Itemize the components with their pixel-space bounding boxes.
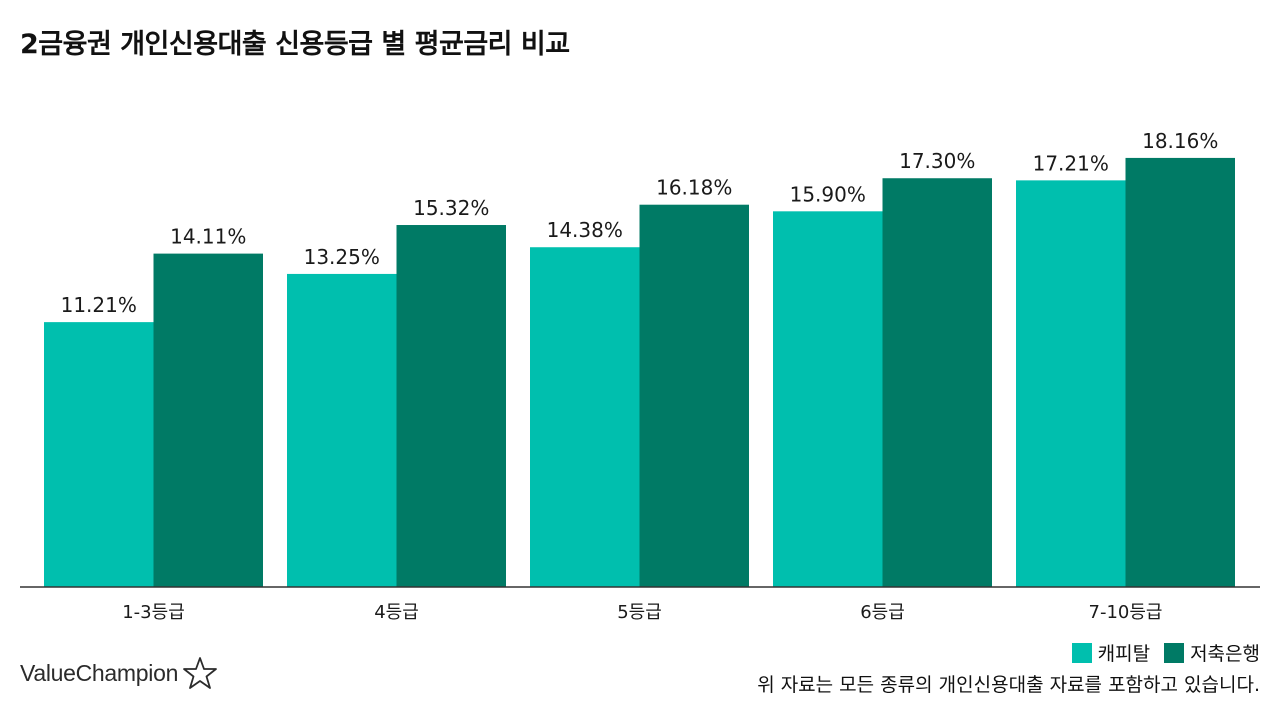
data-label-savings-bank-1: 14.11% [170, 225, 246, 249]
data-label-savings-bank-2: 15.32% [413, 196, 489, 220]
data-label-capital-3: 14.38% [547, 218, 623, 242]
star-outline-icon [183, 657, 217, 689]
x-tick-label-3: 5등급 [617, 602, 662, 623]
x-tick-label-5: 7-10등급 [1089, 602, 1163, 623]
bar-savings-bank-2 [396, 225, 506, 588]
bar-capital-5 [1016, 180, 1126, 588]
bar-savings-bank-3 [639, 204, 749, 587]
data-label-savings-bank-5: 18.16% [1142, 129, 1218, 153]
data-label-capital-1: 11.21% [61, 293, 137, 317]
bar-savings-bank-5 [1125, 157, 1235, 587]
data-label-capital-5: 17.21% [1033, 151, 1109, 175]
bar-capital-2 [287, 273, 397, 587]
legend: 캐피탈 저축은행 [1071, 639, 1260, 666]
bar-savings-bank-4 [882, 178, 992, 587]
chart-title: 2금융권 개인신용대출 신용등급 별 평균금리 비교 [20, 29, 570, 60]
legend-label-capital: 캐피탈 [1097, 643, 1151, 665]
x-tick-label-4: 6등급 [860, 602, 905, 623]
data-label-savings-bank-3: 16.18% [656, 176, 732, 200]
bar-capital-3 [530, 247, 640, 587]
brand-name: ValueChampion [20, 659, 179, 686]
data-label-capital-4: 15.90% [790, 182, 866, 206]
legend-swatch-capital [1071, 642, 1092, 663]
x-tick-label-2: 4등급 [374, 602, 419, 623]
legend-item-savings-bank: 저축은행 [1164, 639, 1260, 666]
bars-layer [44, 157, 1235, 588]
bar-savings-bank-1 [153, 253, 263, 587]
data-labels-layer: 11.21% 14.11% 13.25% 15.32% 14.38% 16.18% 15.9… [61, 129, 1219, 317]
data-label-savings-bank-4: 17.30% [899, 149, 975, 173]
x-tick-label-1: 1-3등급 [122, 602, 185, 623]
bar-capital-4 [773, 211, 883, 587]
brand-logo: ValueChampion [20, 656, 218, 690]
legend-swatch-savings-bank [1164, 642, 1185, 663]
footnote: 위 자료는 모든 종류의 개인신용대출 자료를 포함하고 있습니다. [757, 674, 1260, 696]
bar-capital-1 [44, 322, 154, 587]
legend-item-capital: 캐피탈 [1071, 639, 1151, 666]
x-tick-labels-layer: 1-3등급 4등급 5등급 6등급 7-10등급 [122, 602, 1162, 623]
legend-label-savings-bank: 저축은행 [1190, 643, 1260, 665]
data-label-capital-2: 13.25% [304, 245, 380, 269]
